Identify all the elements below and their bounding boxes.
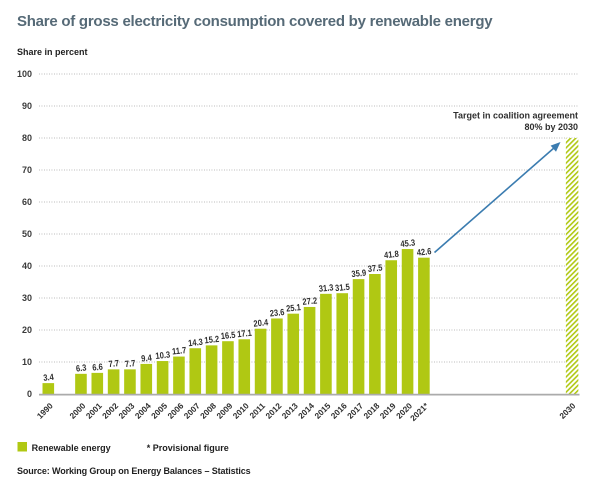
svg-text:30: 30 bbox=[22, 293, 32, 303]
svg-text:3.4: 3.4 bbox=[43, 372, 54, 383]
svg-text:6.3: 6.3 bbox=[75, 363, 86, 374]
svg-text:37.5: 37.5 bbox=[367, 262, 383, 273]
svg-text:Renewable energy: Renewable energy bbox=[32, 443, 111, 453]
svg-text:17.1: 17.1 bbox=[237, 328, 253, 339]
svg-text:45.3: 45.3 bbox=[400, 238, 416, 249]
svg-text:41.8: 41.8 bbox=[384, 249, 400, 260]
svg-text:100: 100 bbox=[17, 69, 32, 79]
svg-text:70: 70 bbox=[22, 165, 32, 175]
svg-text:16.5: 16.5 bbox=[220, 330, 236, 341]
svg-text:60: 60 bbox=[22, 197, 32, 207]
svg-text:10.3: 10.3 bbox=[155, 350, 171, 361]
svg-text:20.4: 20.4 bbox=[253, 317, 269, 328]
svg-text:20: 20 bbox=[22, 325, 32, 335]
svg-text:23.6: 23.6 bbox=[269, 307, 285, 318]
svg-text:50: 50 bbox=[22, 229, 32, 239]
svg-text:0: 0 bbox=[27, 389, 32, 399]
svg-text:42.6: 42.6 bbox=[416, 246, 432, 257]
svg-text:* Provisional figure: * Provisional figure bbox=[147, 443, 229, 453]
svg-text:15.2: 15.2 bbox=[204, 334, 220, 345]
svg-text:35.9: 35.9 bbox=[351, 268, 367, 279]
svg-text:7.7: 7.7 bbox=[124, 358, 135, 369]
svg-text:6.6: 6.6 bbox=[92, 362, 103, 373]
svg-text:40: 40 bbox=[22, 261, 32, 271]
svg-text:7.7: 7.7 bbox=[108, 358, 119, 369]
svg-text:10: 10 bbox=[22, 357, 32, 367]
svg-text:9.4: 9.4 bbox=[141, 353, 152, 364]
svg-text:80% by 2030: 80% by 2030 bbox=[524, 122, 578, 132]
svg-text:25.1: 25.1 bbox=[286, 302, 302, 313]
svg-text:Share in percent: Share in percent bbox=[17, 47, 88, 57]
svg-text:Share of gross electricity con: Share of gross electricity consumption c… bbox=[17, 13, 493, 30]
svg-text:31.3: 31.3 bbox=[318, 282, 334, 293]
svg-text:80: 80 bbox=[22, 133, 32, 143]
svg-text:11.7: 11.7 bbox=[171, 345, 186, 356]
svg-text:Target in coalition agreement: Target in coalition agreement bbox=[453, 111, 578, 121]
svg-text:27.2: 27.2 bbox=[302, 295, 318, 306]
svg-text:14.3: 14.3 bbox=[188, 337, 204, 348]
svg-text:31.5: 31.5 bbox=[335, 282, 351, 293]
svg-text:90: 90 bbox=[22, 101, 32, 111]
svg-text:Source: Working Group on Energ: Source: Working Group on Energy Balances… bbox=[17, 466, 251, 476]
